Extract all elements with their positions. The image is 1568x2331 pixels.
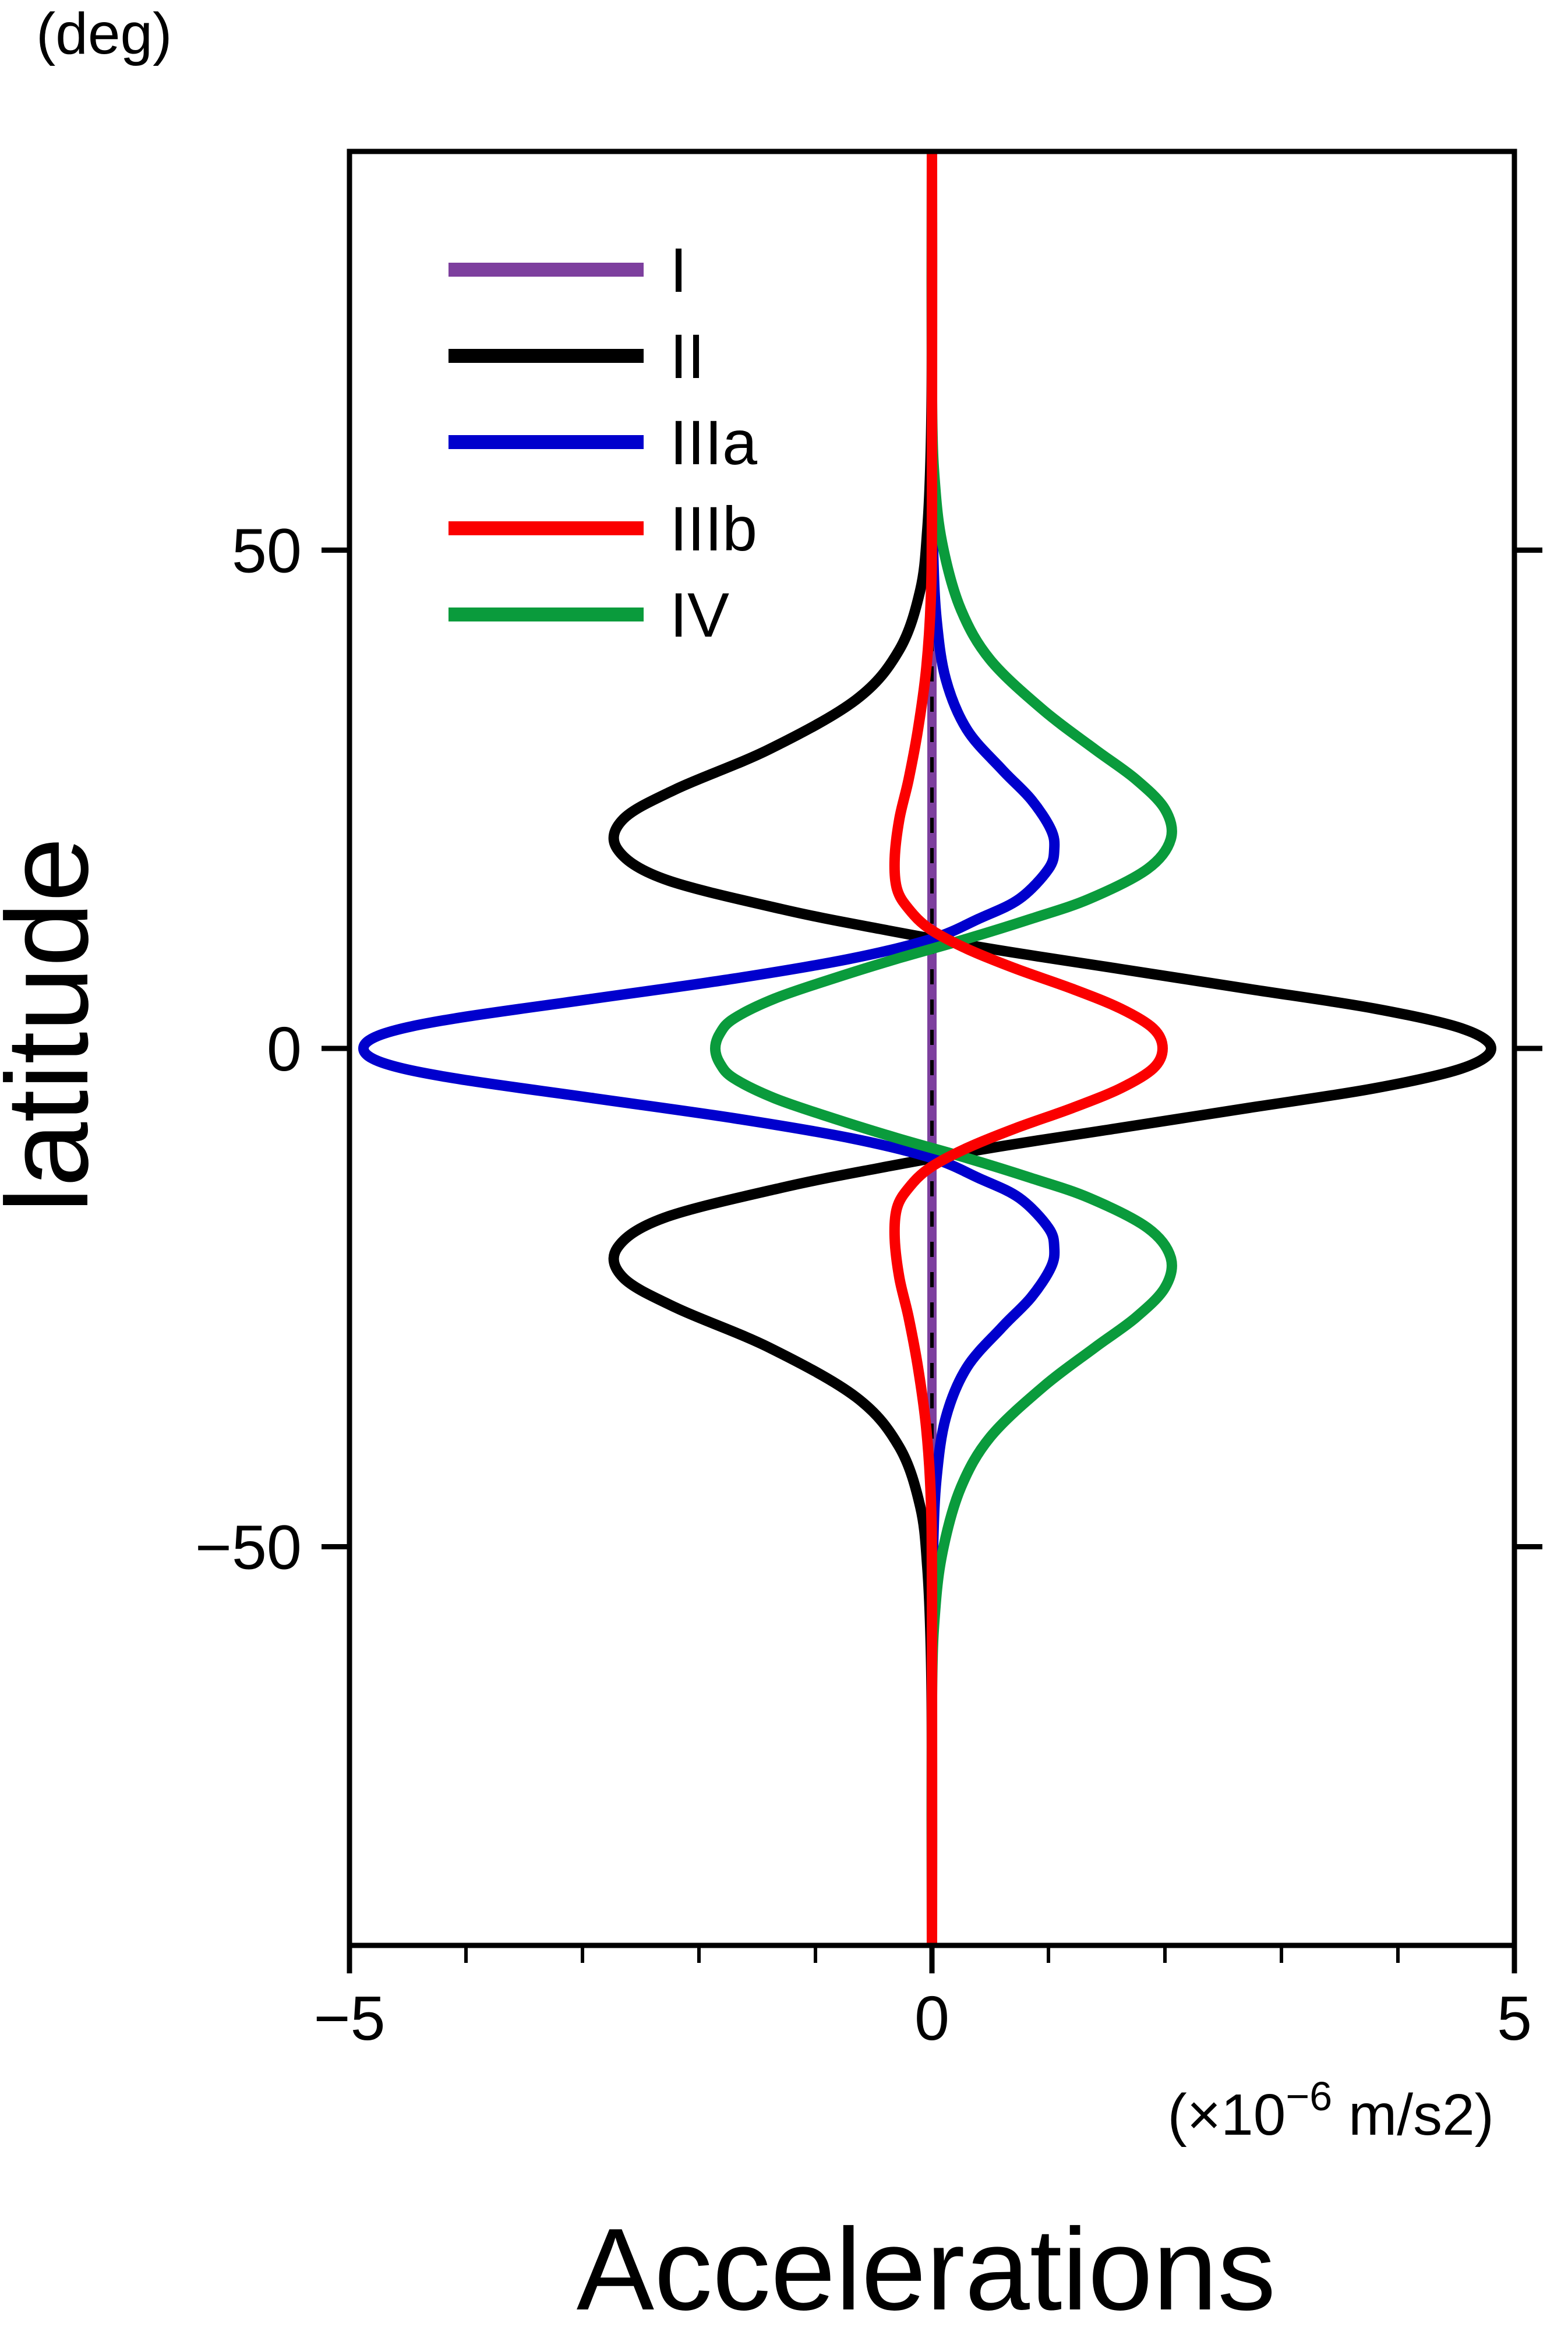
x-axis-unit-prefix: (×10	[1167, 2082, 1286, 2148]
x-axis-unit-suffix: m/s2)	[1332, 2082, 1494, 2148]
curve-IV	[710, 151, 1177, 1946]
legend-label-IV: IV	[670, 580, 729, 650]
x-tick-label: 0	[914, 1983, 949, 2053]
y-tick-label: 50	[232, 515, 302, 585]
y-axis-title: latitude	[0, 838, 112, 1213]
x-axis-unit-label: (×10−6 m/s2)	[1167, 2074, 1494, 2148]
x-tick-label: −5	[313, 1983, 385, 2053]
y-tick-label: 0	[267, 1013, 302, 1084]
x-axis-unit-exponent: −6	[1286, 2074, 1332, 2119]
x-tick-label: 5	[1497, 1983, 1532, 2053]
y-tick-label: −50	[195, 1512, 302, 1583]
legend-label-I: I	[670, 235, 687, 305]
legend-label-IIIb: IIIb	[670, 493, 757, 564]
x-axis-title: Accelerations	[577, 2205, 1276, 2331]
legend-label-IIIa: IIIa	[670, 407, 758, 478]
y-axis-unit-label: (deg)	[36, 1, 172, 66]
curve-IIIb	[889, 151, 1168, 1946]
legend-label-II: II	[670, 321, 705, 391]
curve-II	[608, 151, 1496, 1946]
curve-IIIa	[358, 151, 1060, 1946]
